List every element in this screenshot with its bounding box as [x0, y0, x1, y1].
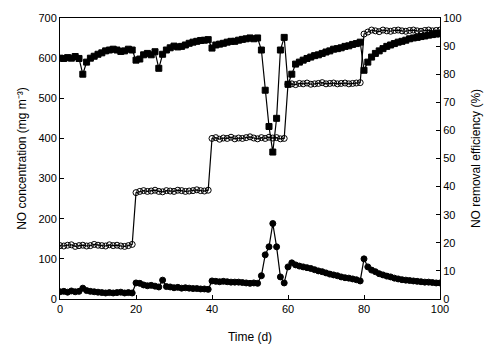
svg-text:300: 300	[38, 172, 56, 184]
svg-text:0: 0	[443, 293, 449, 305]
svg-text:20: 20	[443, 237, 455, 249]
svg-text:400: 400	[38, 132, 56, 144]
svg-text:0: 0	[57, 303, 63, 315]
svg-text:20: 20	[130, 303, 142, 315]
svg-text:700: 700	[38, 12, 56, 24]
svg-text:200: 200	[38, 213, 56, 225]
svg-text:30: 30	[443, 209, 455, 221]
svg-text:NO concentration (mg m⁻³): NO concentration (mg m⁻³)	[15, 87, 29, 230]
svg-text:100: 100	[38, 253, 56, 265]
svg-text:500: 500	[38, 92, 56, 104]
svg-text:80: 80	[443, 68, 455, 80]
svg-text:100: 100	[431, 303, 449, 315]
svg-text:0: 0	[51, 293, 57, 305]
svg-text:Time (d): Time (d)	[228, 330, 272, 344]
svg-text:40: 40	[443, 180, 455, 192]
svg-text:40: 40	[206, 303, 218, 315]
svg-text:50: 50	[443, 152, 455, 164]
svg-text:60: 60	[282, 303, 294, 315]
svg-text:600: 600	[38, 52, 56, 64]
svg-text:90: 90	[443, 40, 455, 52]
svg-text:100: 100	[443, 12, 461, 24]
svg-text:10: 10	[443, 265, 455, 277]
svg-text:70: 70	[443, 96, 455, 108]
svg-text:80: 80	[358, 303, 370, 315]
svg-text:60: 60	[443, 124, 455, 136]
svg-text:NO removal efficiency (%): NO removal efficiency (%)	[469, 89, 483, 228]
